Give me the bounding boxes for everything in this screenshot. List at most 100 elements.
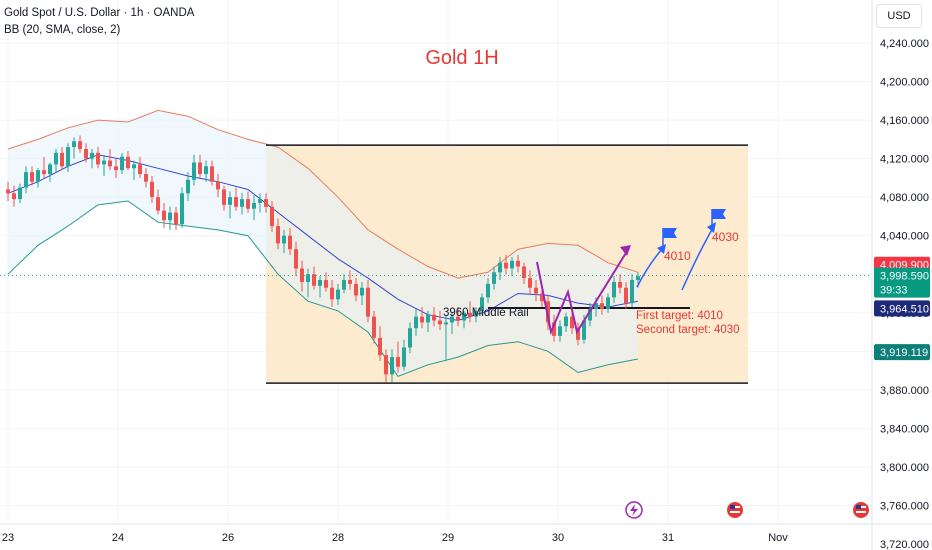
candle xyxy=(240,193,244,215)
candle-body xyxy=(234,197,238,207)
candle-body xyxy=(24,172,28,188)
candle-body xyxy=(576,328,580,340)
candle-body xyxy=(42,170,46,175)
candle-body xyxy=(162,210,166,221)
candle-body xyxy=(354,283,358,296)
candle xyxy=(144,168,148,188)
candle-body xyxy=(228,197,232,205)
bb-lower-line xyxy=(7,200,639,378)
candle xyxy=(156,189,160,215)
candle-body xyxy=(378,337,382,356)
x-tick-label: 28 xyxy=(332,532,344,544)
candle-body xyxy=(480,297,484,311)
candle-body xyxy=(426,314,430,323)
candle xyxy=(18,183,22,203)
candle xyxy=(210,160,214,186)
candle-body xyxy=(312,274,316,286)
candle-body xyxy=(144,174,148,182)
candle xyxy=(300,260,304,292)
candle xyxy=(384,349,388,383)
x-tick-label: 31 xyxy=(662,532,674,544)
candle-body xyxy=(618,281,622,288)
candle xyxy=(426,310,430,333)
candle xyxy=(486,278,490,304)
candle xyxy=(600,295,604,315)
candle xyxy=(324,272,328,292)
indicator-label: BB (20, SMA, close, 2) xyxy=(4,24,121,36)
candle-body xyxy=(276,226,280,244)
y-tick-label: 4,040.000 xyxy=(880,231,929,243)
candle-body xyxy=(510,260,514,269)
price-label-value: 3,998.590 xyxy=(880,271,929,283)
candle xyxy=(228,191,232,219)
candle xyxy=(132,160,136,180)
candle-body xyxy=(90,152,94,159)
candle-body xyxy=(402,347,406,367)
candle-body xyxy=(570,316,574,329)
candle-body xyxy=(390,357,394,375)
candle xyxy=(522,262,526,284)
candle xyxy=(234,187,238,211)
candle-body xyxy=(84,148,88,159)
candle-body xyxy=(198,162,202,175)
y-tick-label: 3,800.000 xyxy=(880,462,929,474)
candle-body xyxy=(36,170,40,182)
candle xyxy=(408,322,412,354)
candle-body xyxy=(264,199,268,207)
candle-body xyxy=(150,181,154,198)
time-axis-panel xyxy=(0,524,872,550)
symbol-title: Gold Spot / U.S. Dollar · 1h · OANDA xyxy=(4,7,195,19)
candle-body xyxy=(18,187,22,200)
price-label-box xyxy=(874,300,930,317)
candle-body xyxy=(96,152,100,165)
candle xyxy=(216,174,220,198)
y-tick-label: 4,240.000 xyxy=(880,38,929,50)
candle xyxy=(12,185,16,207)
flag-icon xyxy=(663,228,677,238)
candle-body xyxy=(534,287,538,294)
candle-body xyxy=(348,280,352,284)
candle xyxy=(78,135,82,153)
candle xyxy=(390,349,394,383)
candle-body xyxy=(246,199,250,209)
candle-body xyxy=(606,297,610,309)
price-label-box xyxy=(874,267,930,298)
price-label-value: 3,919.119 xyxy=(880,347,928,359)
currency-button[interactable]: USD xyxy=(876,4,922,28)
second-target-label: Second target: 4030 xyxy=(636,324,740,336)
candle xyxy=(510,256,514,277)
candle-body xyxy=(588,308,592,321)
candle-body xyxy=(420,316,424,323)
candle xyxy=(318,276,322,298)
y-tick-label: 4,080.000 xyxy=(880,192,929,204)
candle xyxy=(36,168,40,188)
flag-icon xyxy=(712,209,726,219)
candle-body xyxy=(12,193,16,200)
candle-body xyxy=(612,281,616,298)
candle xyxy=(96,147,100,169)
bb-upper-line xyxy=(7,109,639,279)
candle-body xyxy=(126,156,130,169)
candle xyxy=(126,150,130,171)
candle-body xyxy=(282,235,286,244)
candle-body xyxy=(78,141,82,149)
candle xyxy=(198,154,202,178)
candle xyxy=(534,280,538,302)
x-tick-label: Nov xyxy=(768,532,788,544)
candle xyxy=(294,241,298,277)
candle xyxy=(630,274,634,307)
us-flag-icon xyxy=(853,502,869,518)
candle xyxy=(138,156,142,178)
candle xyxy=(6,181,10,202)
candle xyxy=(174,206,178,230)
candle-body xyxy=(468,312,472,317)
candle xyxy=(42,156,46,178)
x-tick-label: 23 xyxy=(2,532,14,544)
candle-body xyxy=(54,152,58,165)
flag-label-4030: 4030 xyxy=(712,230,739,244)
candle-body xyxy=(492,272,496,284)
candle-body xyxy=(252,202,256,209)
y-tick-label: 3,840.000 xyxy=(880,423,929,435)
